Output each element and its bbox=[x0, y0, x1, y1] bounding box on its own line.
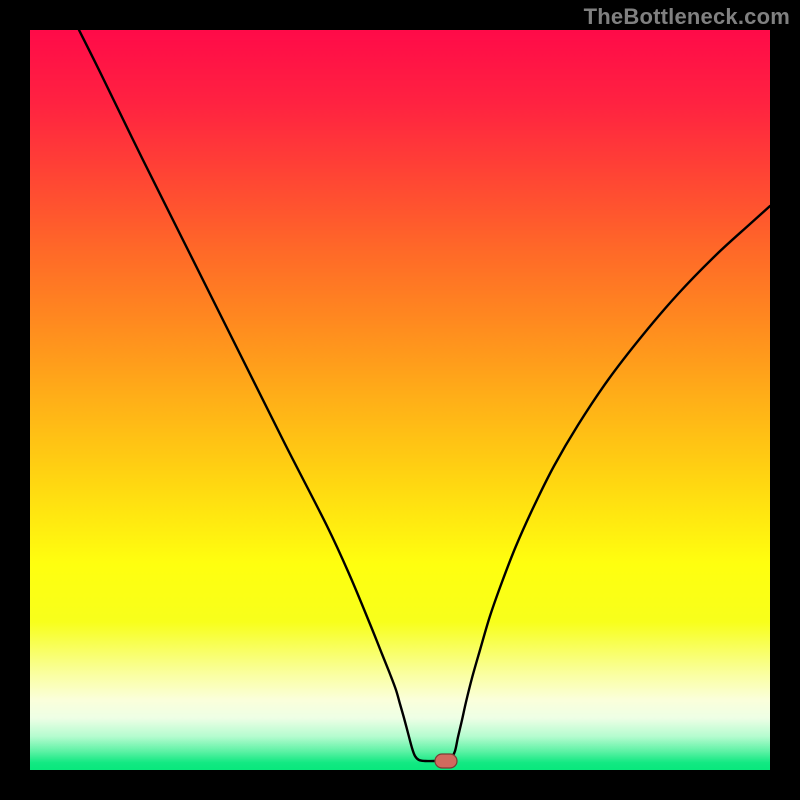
chart-plot-area bbox=[30, 30, 770, 770]
watermark-text: TheBottleneck.com bbox=[584, 4, 790, 30]
chart-overlay-svg bbox=[30, 30, 770, 770]
bottleneck-curve bbox=[79, 30, 770, 761]
optimum-marker bbox=[435, 754, 457, 768]
